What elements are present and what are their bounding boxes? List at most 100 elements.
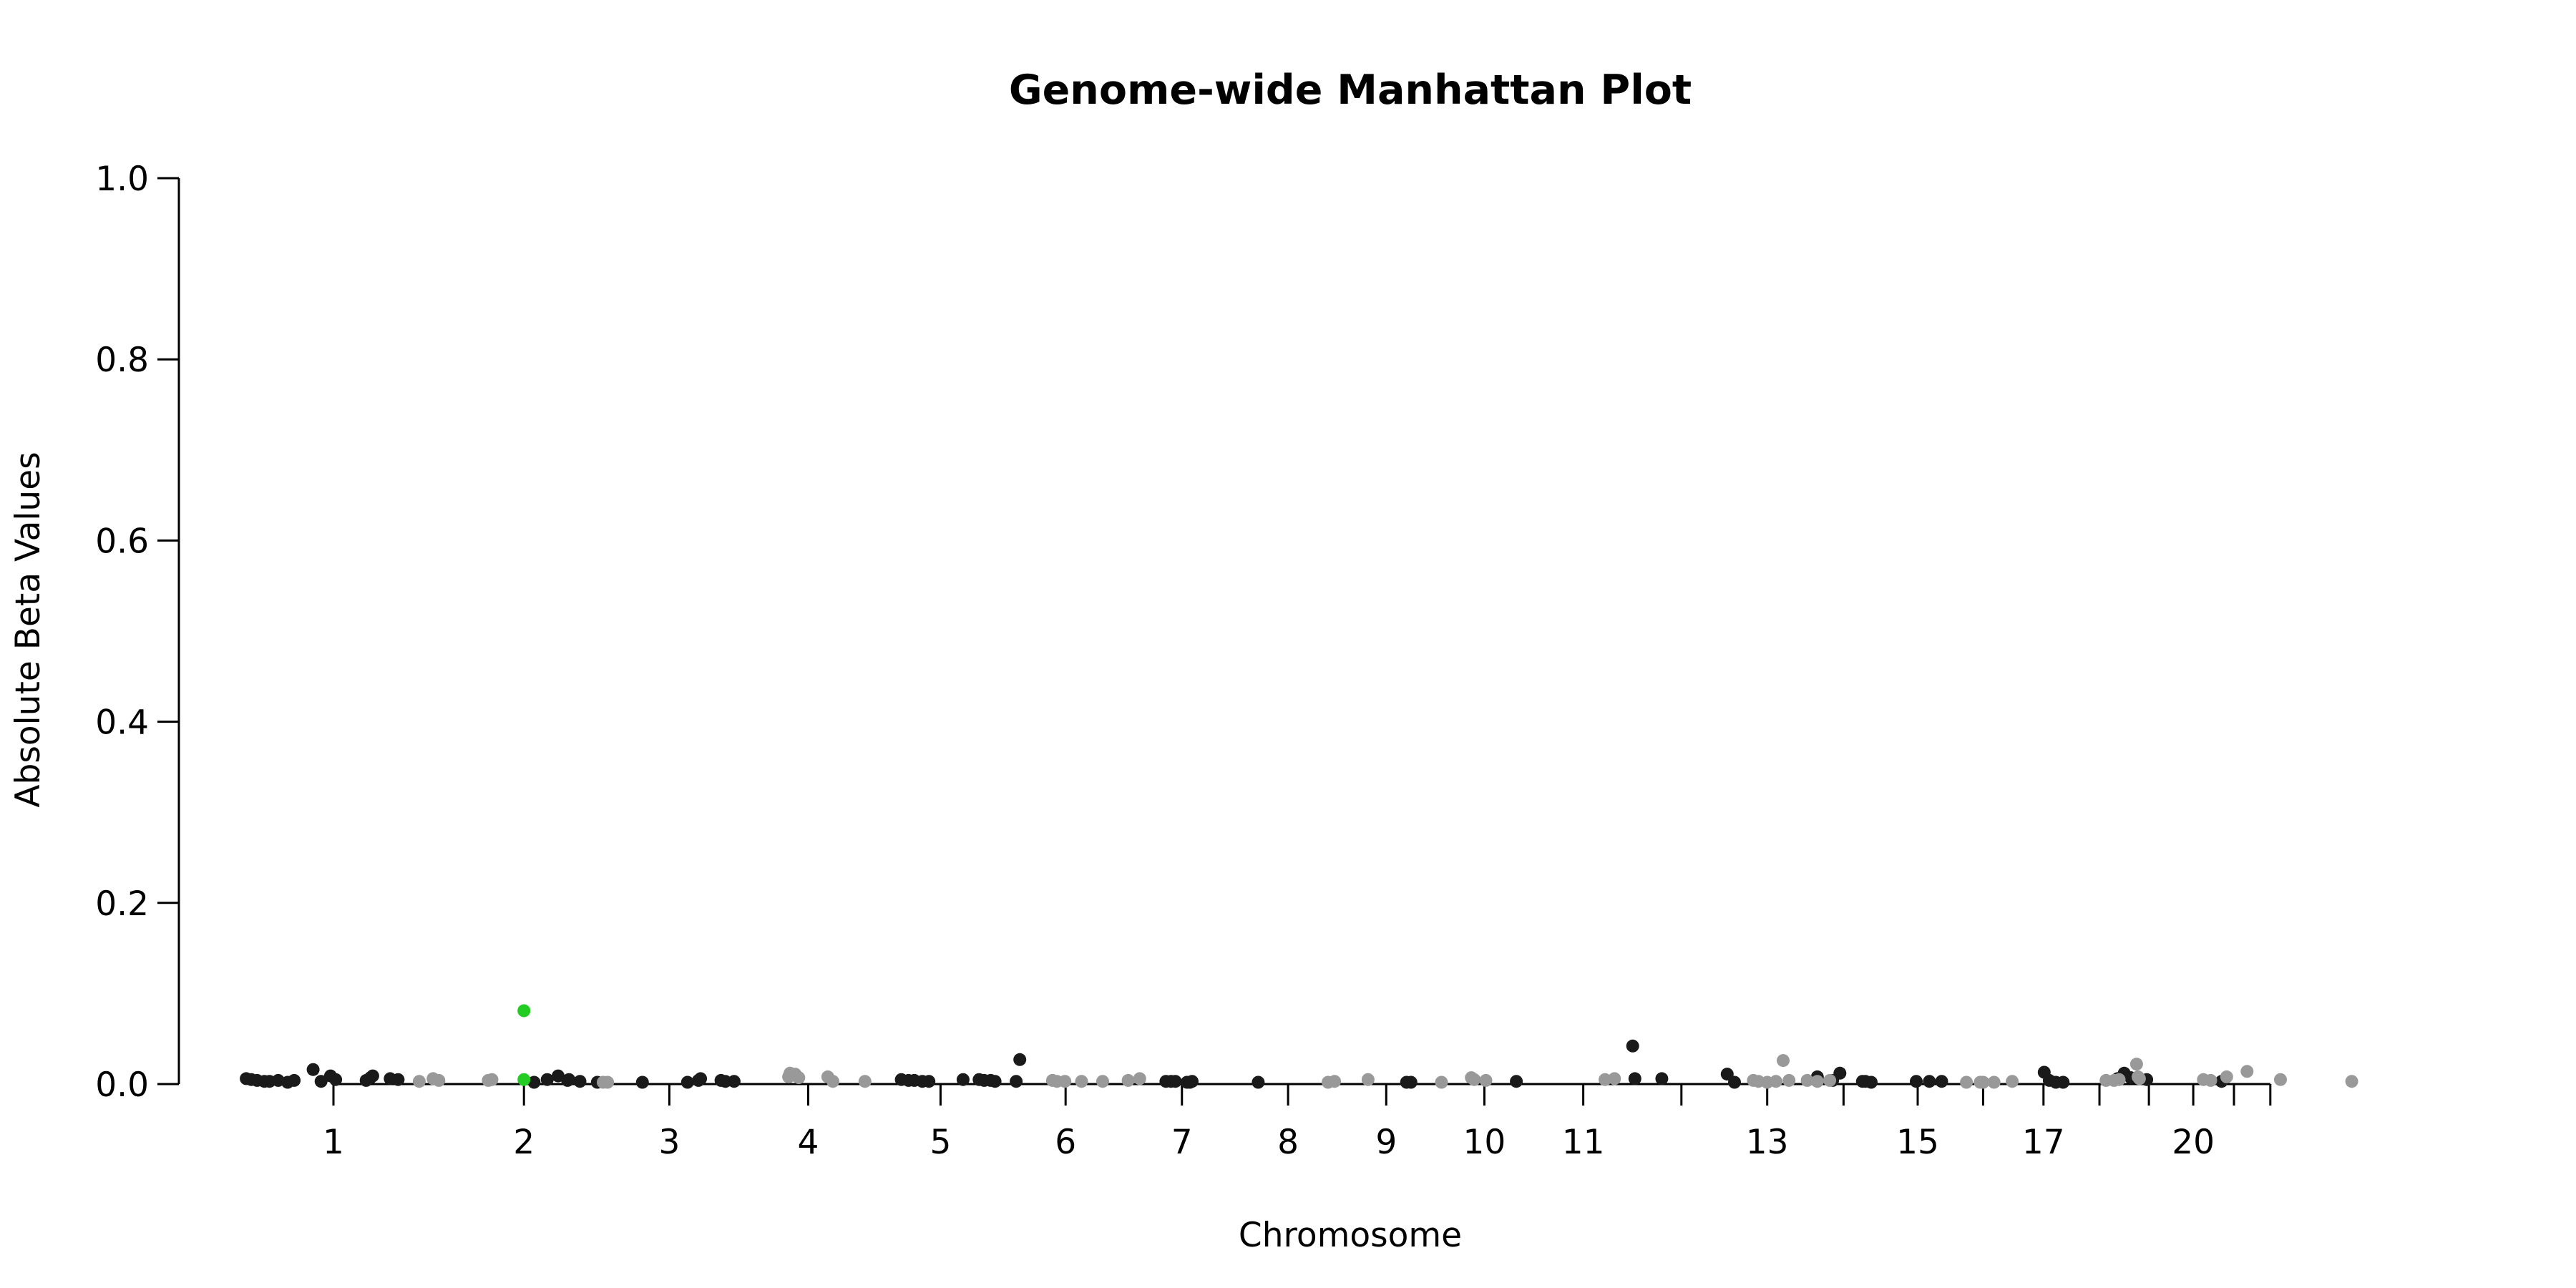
data-point — [391, 1073, 405, 1086]
data-point — [329, 1073, 343, 1086]
x-tick-label: 17 — [2022, 1123, 2065, 1162]
x-tick-label: 3 — [658, 1123, 680, 1162]
data-point — [432, 1073, 446, 1087]
data-point — [314, 1075, 328, 1088]
data-point — [517, 1073, 531, 1086]
data-point — [694, 1072, 708, 1085]
x-tick-label: 8 — [1277, 1123, 1299, 1162]
data-point — [1655, 1072, 1669, 1085]
data-point — [527, 1075, 541, 1089]
data-point — [1728, 1075, 1741, 1089]
data-point — [2240, 1065, 2254, 1078]
data-point — [1361, 1073, 1375, 1086]
data-point — [792, 1071, 806, 1085]
data-point — [2006, 1075, 2019, 1088]
y-axis: 0.0 0.2 0.4 0.6 0.8 1.0 — [95, 160, 180, 1105]
data-point — [680, 1075, 694, 1089]
data-point — [1935, 1075, 1948, 1088]
data-point — [573, 1075, 587, 1088]
data-point — [956, 1073, 970, 1086]
x-tick-label: 4 — [798, 1123, 819, 1162]
data-points — [240, 1004, 2358, 1089]
data-point — [1468, 1073, 1481, 1086]
data-point — [2132, 1072, 2146, 1085]
data-point — [517, 1004, 531, 1018]
data-point — [1169, 1075, 1182, 1088]
data-point — [1833, 1066, 1847, 1080]
y-tick-label: 1.0 — [95, 160, 149, 199]
y-tick-label: 0.2 — [95, 884, 149, 924]
data-point — [601, 1075, 615, 1089]
data-point — [1096, 1075, 1109, 1088]
x-tick-label: 2 — [513, 1123, 535, 1162]
data-point — [2204, 1073, 2218, 1087]
data-point — [2274, 1073, 2287, 1086]
data-point — [922, 1075, 936, 1088]
data-point — [1121, 1073, 1135, 1087]
data-point — [1599, 1073, 1612, 1086]
data-point — [2057, 1075, 2070, 1089]
data-point — [1923, 1075, 1936, 1088]
x-tick-label: 15 — [1896, 1123, 1939, 1162]
x-tick-label: 11 — [1562, 1123, 1605, 1162]
x-tick-label: 10 — [1463, 1123, 1506, 1162]
data-point — [1976, 1075, 1990, 1089]
x-tick-label: 1 — [323, 1123, 344, 1162]
x-tick-label: 9 — [1375, 1123, 1397, 1162]
data-point — [366, 1069, 379, 1083]
data-point — [635, 1075, 649, 1089]
data-point — [1328, 1075, 1342, 1088]
x-tick-label: 20 — [2172, 1123, 2215, 1162]
x-tick-label: 6 — [1055, 1123, 1076, 1162]
data-point — [1404, 1075, 1418, 1089]
data-point — [858, 1075, 872, 1088]
data-point — [1013, 1053, 1027, 1066]
data-point — [540, 1073, 554, 1086]
data-point — [1075, 1075, 1088, 1088]
data-point — [1960, 1075, 1974, 1089]
y-tick-label: 0.0 — [95, 1065, 149, 1105]
data-point — [1987, 1075, 2001, 1089]
data-point — [1510, 1075, 1523, 1088]
data-point — [306, 1063, 320, 1076]
data-point — [485, 1073, 499, 1086]
x-tick-label: 7 — [1171, 1123, 1193, 1162]
data-point — [1769, 1075, 1782, 1088]
data-point — [2220, 1070, 2233, 1083]
y-tick-label: 0.6 — [95, 522, 149, 561]
data-point — [1910, 1075, 1923, 1088]
data-point — [2129, 1058, 2143, 1071]
data-point — [1626, 1039, 1639, 1053]
x-axis: 1 2 3 4 5 6 7 8 9 10 11 13 15 17 20 — [323, 1083, 2272, 1162]
data-point — [412, 1075, 426, 1088]
chart-title: Genome-wide Manhattan Plot — [1009, 67, 1692, 114]
data-point — [1628, 1072, 1641, 1085]
data-point — [1010, 1075, 1023, 1088]
data-point — [1133, 1072, 1146, 1085]
data-point — [288, 1073, 301, 1087]
x-tick-label: 5 — [930, 1123, 951, 1162]
data-point — [1252, 1075, 1265, 1089]
data-point — [2345, 1075, 2358, 1088]
data-point — [1479, 1073, 1493, 1087]
data-point — [1823, 1073, 1837, 1087]
data-point — [562, 1073, 576, 1086]
data-point — [1777, 1054, 1790, 1068]
data-point — [1810, 1075, 1824, 1088]
x-tick-label: 13 — [1746, 1123, 1789, 1162]
y-tick-label: 0.8 — [95, 341, 149, 380]
data-point — [988, 1075, 1002, 1088]
data-point — [1435, 1075, 1448, 1089]
data-point — [1865, 1075, 1878, 1089]
data-point — [2112, 1073, 2126, 1086]
data-point — [727, 1075, 741, 1088]
x-axis-label: Chromosome — [1239, 1216, 1462, 1255]
y-tick-label: 0.4 — [95, 703, 149, 743]
data-point — [1608, 1072, 1621, 1085]
data-point — [1800, 1073, 1814, 1087]
data-point — [1186, 1075, 1199, 1088]
data-point — [826, 1075, 839, 1088]
data-point — [1782, 1073, 1796, 1087]
y-axis-label: Absolute Beta Values — [9, 452, 48, 807]
